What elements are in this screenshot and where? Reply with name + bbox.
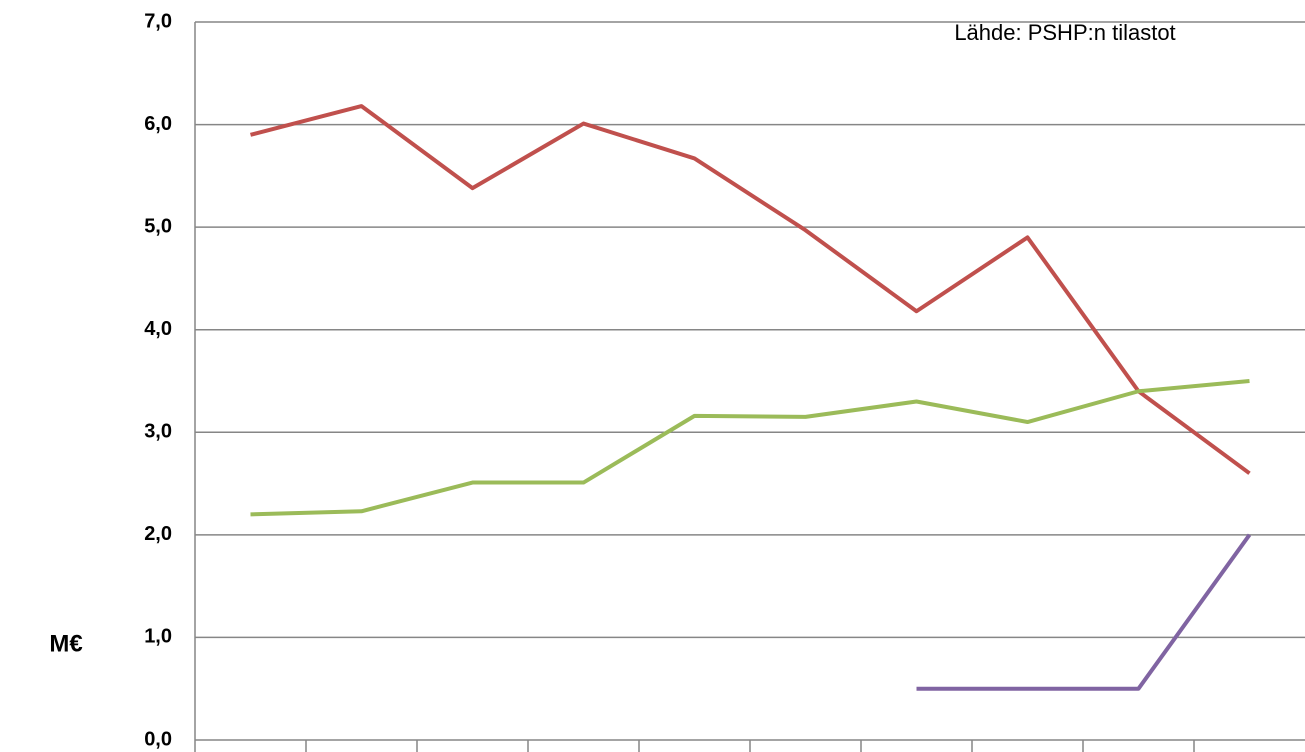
annotation: Lähde: PSHP:n tilastot [954, 20, 1175, 45]
y-axis-label: M€ [49, 630, 82, 657]
y-tick-label: 3,0 [144, 421, 172, 443]
series-line [249, 104, 1251, 475]
y-tick-label: 7,0 [144, 10, 172, 32]
y-tick-label: 4,0 [144, 318, 172, 340]
y-tick-label: 2,0 [144, 523, 172, 545]
y-tick-label: 0,0 [144, 728, 172, 750]
y-tick-label: 1,0 [144, 626, 172, 648]
series-line [916, 533, 1252, 691]
y-tick-label: 6,0 [144, 113, 172, 135]
y-tick-label: 5,0 [144, 215, 172, 237]
series-line [250, 379, 1250, 517]
